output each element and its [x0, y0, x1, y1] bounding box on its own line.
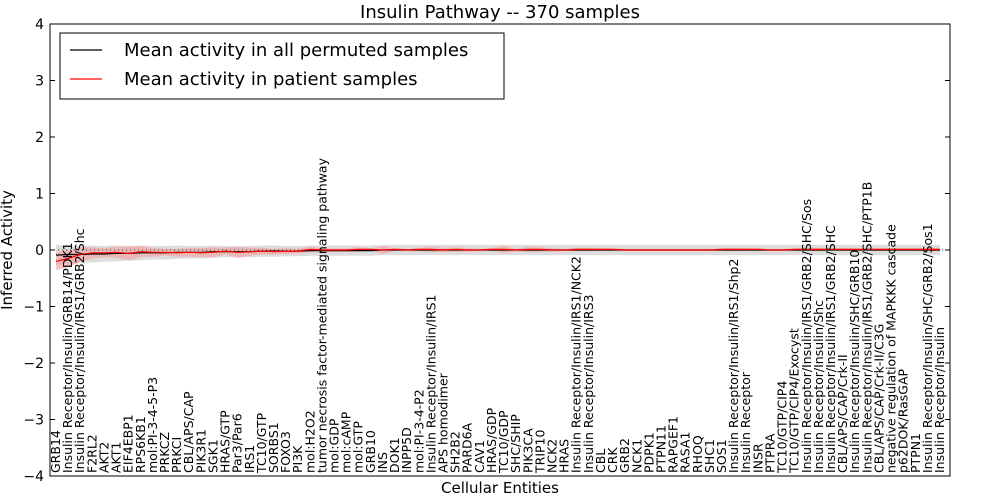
x-tick-label: HRAS [557, 439, 572, 473]
x-tick-label: SHC/SHIP [508, 414, 523, 473]
y-tick-label: 4 [35, 17, 44, 33]
x-tick-label: HRAS/GDP [484, 407, 499, 473]
x-tick-label: NCK1 [629, 439, 644, 473]
x-tick-label: mol:GTP [351, 421, 366, 473]
x-tick-label: AKT2 [96, 442, 111, 473]
x-tick-label: HRAS/GTP [218, 410, 233, 473]
x-tick-label: Insulin Receptor/Insulin/IRS1/Shp2 [726, 259, 741, 473]
x-tick-label: CBL/APS/CAP/Crk-II/C3G [872, 324, 887, 473]
x-tick-label: APS homodimer [436, 372, 451, 473]
x-tick-label: Insulin Receptor/Insulin/IRS1/GRB2/SHC [823, 225, 838, 473]
x-tick-label: IRS1 [242, 445, 257, 473]
x-tick-label: negative regulation of MAPKKK cascade [884, 224, 899, 473]
x-tick-label: CBL [593, 449, 608, 473]
x-tick-label: INSR [750, 443, 765, 473]
x-tick-label: SGK1 [205, 439, 220, 473]
x-tick-label: TC10/GTP/CIP4/Exocyst [787, 328, 802, 474]
x-tick-label: PRKCZ [157, 432, 172, 473]
y-tick-label: −2 [23, 356, 44, 372]
x-tick-label: SOS1 [714, 439, 729, 473]
x-tick-label: F2RL2 [84, 434, 99, 473]
y-tick-label: 1 [35, 187, 44, 203]
x-tick-label: Insulin Receptor/Insulin/IRS1/GRB2/Shc [72, 228, 87, 473]
x-tick-label: GRB2 [617, 438, 632, 473]
x-tick-label: RHOQ [690, 435, 705, 473]
y-tick-label: 0 [35, 243, 44, 259]
y-tick-label: 2 [35, 130, 44, 146]
y-axis-label: Inferred Activity [0, 190, 16, 310]
x-tick-label: PTPRA [763, 433, 778, 473]
x-tick-label: tumor necrosis factor-mediated signaling… [314, 157, 329, 473]
x-tick-label: mol:PI-3-4-5-P3 [145, 377, 160, 473]
legend-label-permuted: Mean activity in all permuted samples [124, 40, 468, 61]
x-tick-label: Insulin Receptor/Insulin/IRS1 [423, 295, 438, 473]
x-tick-label: PI3K [290, 445, 305, 473]
x-tick-label: INS [375, 452, 390, 473]
legend-box [59, 32, 505, 100]
x-tick-label: PIK3CA [520, 428, 535, 473]
y-tick-label: −3 [23, 413, 44, 429]
x-axis-label: Cellular Entities [441, 479, 559, 497]
x-tick-label: Insulin Receptor/Insulin [932, 327, 947, 473]
x-tick-label: CAV1 [472, 440, 487, 473]
x-tick-label: mol:H2O2 [302, 410, 317, 473]
x-tick-label: PTPN1 [908, 433, 923, 473]
x-tick-label: mol:cAMP [339, 411, 354, 473]
x-tick-label: AKT1 [109, 442, 124, 473]
y-tick-label: −4 [23, 469, 44, 485]
x-tick-label: PIK3R1 [193, 429, 208, 473]
x-tick-label: CBL/APS/CAP [181, 391, 196, 473]
legend: Mean activity in all permuted samples Me… [59, 32, 505, 100]
series-lines [50, 248, 950, 262]
x-tick-label: mol:PI-3-4-P2 [411, 389, 426, 473]
y-tick-label: −1 [23, 300, 44, 316]
x-tick-label: PTPN11 [654, 425, 669, 473]
x-tick-label: p62DOK/RasGAP [896, 368, 911, 473]
x-tick-label: TC10/GTP [254, 412, 269, 474]
series-line-1 [55, 248, 940, 262]
x-tick-label: TRIP10 [532, 430, 547, 474]
x-tick-label: RPS6KB1 [133, 416, 148, 473]
x-tick-label: TC10/GTP/CIP4 [775, 381, 790, 474]
x-tick-label: PRKCI [169, 437, 184, 473]
x-tick-label: FOXO3 [278, 431, 293, 473]
x-tick-label: TC10/GDP [496, 410, 511, 474]
x-tick-label: CRK [605, 447, 620, 473]
x-tick-label: Insulin Receptor/Insulin/IRS1/NCK2 [569, 256, 584, 473]
x-tick-label: SORBS1 [266, 422, 281, 473]
x-tick-label: NCK2 [545, 439, 560, 473]
x-tick-label: PDPK1 [641, 432, 656, 473]
x-tick-label: SH2B2 [448, 431, 463, 473]
x-tick-label: Insulin Receptor/Insulin/Shc [811, 300, 826, 473]
x-tick-label: RASA1 [678, 432, 693, 473]
x-tick-label: GRB14 [48, 430, 63, 473]
x-tick-label: Insulin Receptor/Insulin/IRS1/GRB2/SHC/P… [859, 182, 874, 473]
x-tick-label: GRB10 [363, 430, 378, 473]
x-tick-label: SHC1 [702, 439, 717, 473]
y-ticks: 4 3 2 1 0 −1 −2 −3 −4 [23, 17, 950, 485]
x-tick-label: Insulin Receptor/Insulin/IRS3 [581, 295, 596, 473]
x-tick-label: RAPGEF1 [666, 416, 681, 473]
x-tick-label: Insulin Receptor [738, 371, 753, 473]
x-tick-label: Insulin Receptor/Insulin/IRS1/GRB2/SHC/S… [799, 199, 814, 473]
x-tick-label: Insulin Receptor/Insulin/GRB14/PDK1 [60, 242, 75, 473]
x-tick-label: INPP5D [399, 427, 414, 473]
plot-frame [49, 23, 951, 477]
x-tick-label: Insulin Receptor/Insulin/SHC/GRB2/Sos1 [920, 223, 935, 473]
x-tick-label: Insulin Receptor/Insulin/SHC/GRB10 [847, 250, 862, 473]
x-tick-label: CBL/APS/CAP/Crk-II [835, 354, 850, 473]
y-tick-label: 3 [35, 74, 44, 90]
x-tick-label: EIF4EBP1 [121, 414, 136, 473]
legend-label-patient: Mean activity in patient samples [124, 69, 418, 90]
x-tick-label: mol:GDP [327, 418, 342, 473]
x-tick-label: Par3/Par6 [230, 413, 245, 473]
x-tick-label: DOK1 [387, 437, 402, 473]
x-tick-label: PARD6A [460, 422, 475, 473]
chart-title: Insulin Pathway -- 370 samples [360, 2, 640, 23]
